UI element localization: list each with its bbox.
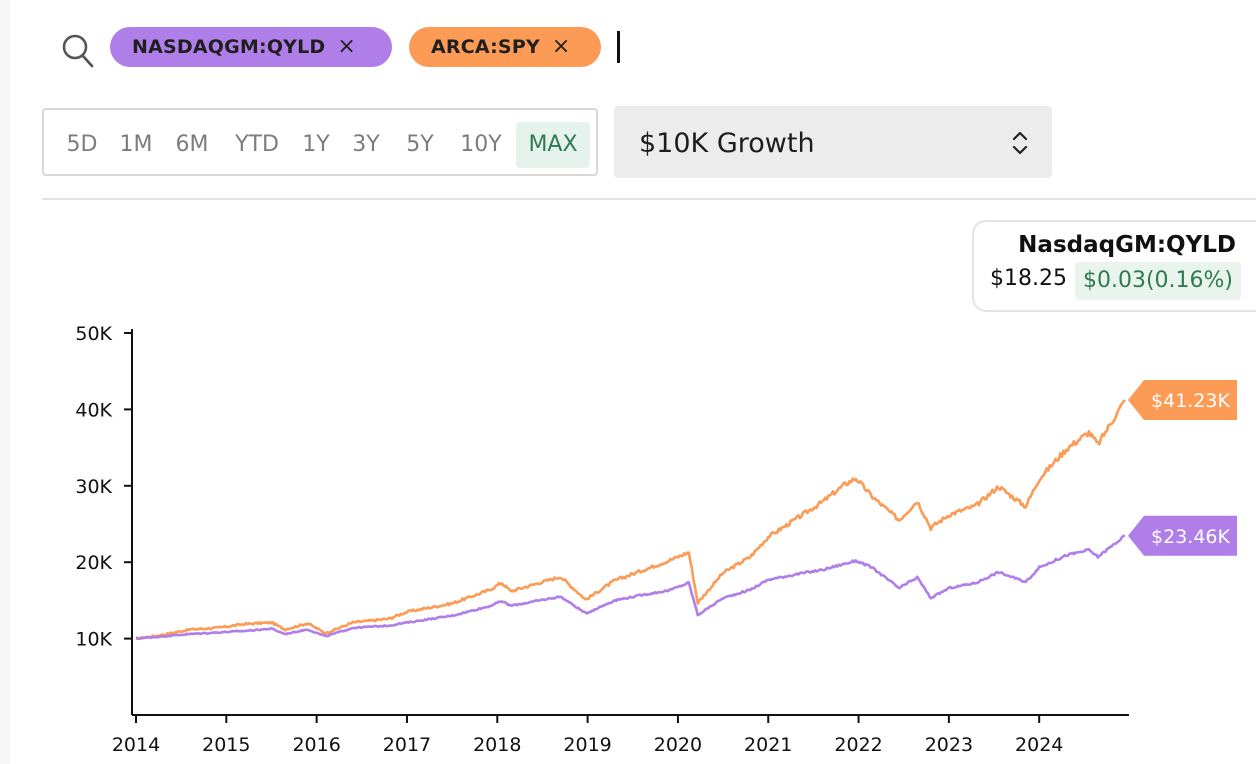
x-tick-label: 2014 bbox=[112, 734, 160, 756]
tooltip-price: $18.25 bbox=[990, 266, 1067, 291]
search-icon[interactable] bbox=[62, 34, 94, 68]
x-tick-label: 2024 bbox=[1015, 734, 1063, 756]
chart-end-labels: $41.23K $23.46K bbox=[1128, 380, 1237, 556]
series-line-qyld bbox=[135, 534, 1126, 640]
tab-3y[interactable]: 3Y bbox=[352, 132, 380, 157]
x-tick-label: 2023 bbox=[925, 734, 973, 756]
x-tick-label: 2022 bbox=[834, 734, 882, 756]
x-tick-label: 2021 bbox=[744, 734, 792, 756]
tab-5d[interactable]: 5D bbox=[66, 132, 98, 157]
tooltip-symbol: NasdaqGM:QYLD bbox=[1018, 232, 1236, 258]
tab-10y[interactable]: 10Y bbox=[460, 132, 502, 157]
tab-6m[interactable]: 6M bbox=[175, 132, 209, 157]
end-label-tag bbox=[1128, 380, 1237, 421]
ticker-chip-label: ARCA:SPY bbox=[431, 36, 540, 58]
tooltip-change: $0.03(0.16%) bbox=[1075, 262, 1241, 300]
end-value-label: $23.46K bbox=[1151, 526, 1230, 548]
y-tick-label: 20K bbox=[75, 552, 112, 574]
chart-lines bbox=[135, 399, 1126, 641]
x-tick-label: 2020 bbox=[654, 734, 702, 756]
x-tick-label: 2019 bbox=[563, 734, 611, 756]
page-left-strip bbox=[0, 0, 10, 764]
search-input-cursor[interactable] bbox=[617, 31, 620, 63]
remove-chip-icon[interactable]: × bbox=[551, 34, 571, 59]
y-tick-label: 10K bbox=[75, 629, 112, 651]
x-tick-label: 2017 bbox=[383, 734, 431, 756]
chevron-up-down-icon bbox=[1012, 131, 1028, 155]
ticker-chip-qyld: NASDAQGM:QYLD × bbox=[110, 27, 392, 67]
metric-select-value: $10K Growth bbox=[639, 128, 815, 159]
end-value-label: $41.23K bbox=[1151, 390, 1230, 412]
ticker-chip-label: NASDAQGM:QYLD bbox=[132, 36, 326, 58]
tab-1m[interactable]: 1M bbox=[119, 132, 153, 157]
metric-select[interactable]: $10K Growth bbox=[614, 106, 1052, 178]
toolbar-divider bbox=[42, 198, 1256, 200]
tab-5y[interactable]: 5Y bbox=[406, 132, 434, 157]
y-tick-label: 40K bbox=[75, 399, 112, 421]
x-tick-label: 2018 bbox=[473, 734, 521, 756]
tab-max[interactable]: MAX bbox=[516, 122, 590, 168]
tab-ytd[interactable]: YTD bbox=[235, 132, 279, 157]
end-label-tag bbox=[1128, 515, 1237, 556]
y-tick-label: 30K bbox=[75, 476, 112, 498]
ticker-chip-spy: ARCA:SPY × bbox=[409, 27, 601, 67]
y-tick-label: 50K bbox=[75, 323, 112, 345]
x-tick-label: 2015 bbox=[202, 734, 250, 756]
price-tooltip: NasdaqGM:QYLD $18.25 $0.03(0.16%) bbox=[972, 220, 1256, 312]
time-range-tabs: 5D 1M 6M YTD 1Y 3Y 5Y 10Y MAX bbox=[42, 108, 598, 176]
chart-axes: 10K 20K 30K 40K 50K 2014 2015 2016 2017 2018 2019 2… bbox=[75, 323, 1129, 756]
series-line-spy bbox=[135, 399, 1126, 641]
x-tick-label: 2016 bbox=[292, 734, 340, 756]
tab-1y[interactable]: 1Y bbox=[302, 132, 330, 157]
remove-chip-icon[interactable]: × bbox=[337, 34, 357, 59]
